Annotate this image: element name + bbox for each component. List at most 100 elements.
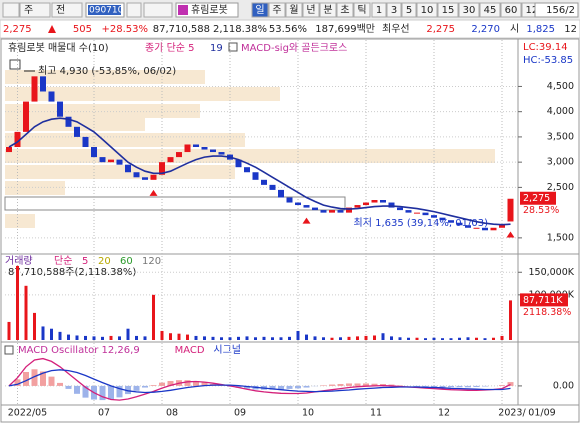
oscillator-bar bbox=[278, 385, 284, 390]
profile-bar bbox=[5, 133, 245, 147]
last-rate: 28.53% bbox=[523, 205, 559, 216]
candle bbox=[218, 152, 225, 155]
candle bbox=[99, 157, 106, 163]
menu-button[interactable] bbox=[2, 2, 20, 18]
volume-bar bbox=[424, 338, 427, 340]
volume-bar bbox=[228, 337, 232, 340]
volume: 87,710,588 bbox=[153, 24, 210, 35]
oscillator-bar bbox=[108, 385, 114, 400]
candle bbox=[320, 210, 327, 213]
period-label[interactable]: 월 bbox=[289, 4, 298, 16]
volume-bar bbox=[101, 336, 104, 340]
buy-signal bbox=[302, 217, 311, 224]
volume-bar bbox=[160, 330, 164, 340]
plot: 2022/05 07 08 09 10 11 12 2023/01/09 1,500 2,500 3… bbox=[5, 40, 575, 419]
candle bbox=[65, 116, 72, 127]
volume-bar bbox=[509, 300, 512, 340]
interval-button[interactable] bbox=[458, 2, 480, 18]
macd-legend-label: MACD bbox=[175, 345, 205, 356]
period-button[interactable] bbox=[302, 2, 320, 18]
volume-bar bbox=[92, 336, 96, 340]
interval-label[interactable]: 45 bbox=[484, 5, 497, 16]
candle bbox=[278, 189, 284, 198]
nav-buttons[interactable] bbox=[143, 2, 173, 18]
interval-button[interactable] bbox=[401, 2, 417, 18]
macd-icon bbox=[4, 345, 14, 355]
period-label[interactable]: 주 bbox=[272, 5, 281, 16]
code[interactable]: 090710 bbox=[89, 6, 124, 16]
period-button[interactable] bbox=[353, 2, 371, 18]
name-box[interactable] bbox=[175, 2, 239, 18]
search-button[interactable] bbox=[126, 2, 142, 18]
candle bbox=[125, 164, 131, 173]
volume-bar bbox=[432, 337, 436, 340]
count[interactable]: 156/2 bbox=[546, 5, 575, 16]
candle bbox=[388, 202, 395, 208]
count-box[interactable] bbox=[534, 2, 579, 18]
oscillator-bar bbox=[201, 382, 208, 386]
interval-label[interactable]: 60 bbox=[505, 5, 518, 16]
period-label[interactable]: 일 bbox=[255, 4, 264, 16]
interval-label[interactable]: 5 bbox=[406, 5, 412, 16]
candle bbox=[312, 207, 318, 211]
interval-button[interactable] bbox=[386, 2, 402, 18]
interval-label[interactable]: 3 bbox=[391, 5, 397, 16]
x-tick-label: 09 bbox=[234, 408, 246, 419]
interval-button[interactable] bbox=[371, 2, 387, 18]
period-label[interactable]: 초 bbox=[340, 4, 349, 16]
candle bbox=[346, 207, 352, 213]
candle bbox=[159, 162, 165, 175]
change: 505 bbox=[73, 24, 92, 35]
interval-button[interactable] bbox=[437, 2, 459, 18]
profile-bar bbox=[5, 165, 235, 179]
market-select[interactable] bbox=[19, 2, 51, 18]
interval-button[interactable] bbox=[500, 2, 522, 18]
buy-signal bbox=[506, 231, 515, 238]
best-label: 최우선 bbox=[382, 23, 410, 35]
volume-bar bbox=[415, 337, 419, 340]
volume-bar bbox=[24, 285, 28, 340]
y-tick-label: 2,500 bbox=[547, 182, 574, 193]
profile-box bbox=[4, 196, 346, 211]
candle bbox=[482, 227, 488, 231]
candle bbox=[363, 202, 369, 206]
period-label[interactable]: 분 bbox=[323, 4, 332, 16]
market[interactable]: 주 bbox=[24, 5, 33, 16]
period-button[interactable] bbox=[251, 2, 269, 18]
ma-name: 19 bbox=[210, 43, 223, 54]
volume-bar bbox=[407, 337, 410, 340]
interval-label[interactable]: 1 bbox=[376, 5, 382, 16]
candle bbox=[422, 212, 429, 216]
profile-icon[interactable] bbox=[9, 59, 21, 70]
volume-ma-name: 5 bbox=[82, 256, 88, 267]
volume-bar bbox=[441, 338, 444, 340]
volume-bar bbox=[398, 337, 402, 340]
period-button[interactable] bbox=[285, 2, 303, 18]
candle bbox=[354, 205, 361, 208]
candle bbox=[337, 210, 344, 213]
interval-button[interactable] bbox=[479, 2, 501, 18]
period-button[interactable] bbox=[336, 2, 354, 18]
interval-label[interactable]: 15 bbox=[442, 5, 455, 16]
volume-bar bbox=[33, 312, 36, 340]
period-button[interactable] bbox=[319, 2, 337, 18]
interval-label[interactable]: 30 bbox=[463, 5, 476, 16]
oscillator-bar bbox=[482, 385, 488, 387]
oscillator-bar bbox=[14, 379, 21, 386]
period-button[interactable] bbox=[268, 2, 286, 18]
interval-button[interactable] bbox=[416, 2, 438, 18]
oscillator-bar bbox=[346, 383, 352, 386]
mode[interactable]: 전 bbox=[56, 4, 65, 16]
mode-select[interactable] bbox=[51, 2, 83, 18]
candle bbox=[91, 147, 97, 158]
volume-bar bbox=[330, 337, 334, 340]
candle bbox=[439, 217, 446, 221]
volume-bar bbox=[288, 336, 291, 340]
period-label[interactable]: 년 bbox=[306, 4, 315, 16]
stock-name[interactable]: 휴림로봇 bbox=[191, 4, 228, 16]
volume-ma-name: 120 bbox=[142, 256, 161, 267]
period-label[interactable]: 틱 bbox=[357, 4, 366, 16]
candle bbox=[507, 198, 514, 222]
x-tick-label: 12 bbox=[438, 408, 450, 419]
interval-label[interactable]: 10 bbox=[421, 5, 434, 16]
